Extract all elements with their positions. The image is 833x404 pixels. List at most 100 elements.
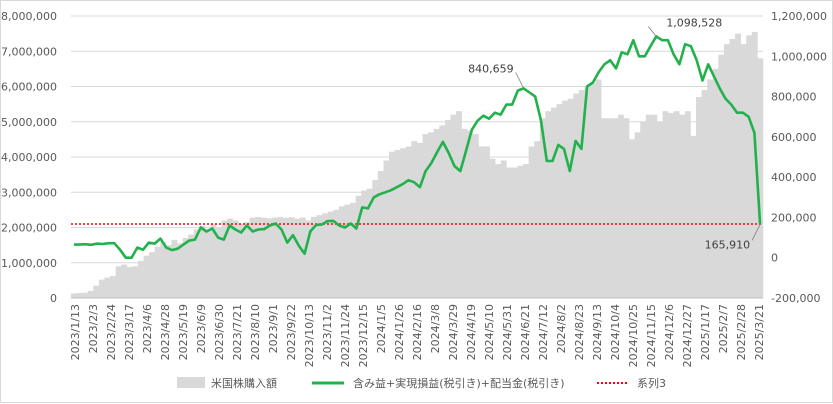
y-axis-left: 0 1,000,000 2,000,000 3,000,000 4,000,000 5,0… bbox=[1, 10, 57, 305]
x-tick-label: 2024/10/4 bbox=[609, 304, 622, 360]
bar bbox=[98, 279, 105, 298]
bar bbox=[372, 179, 379, 298]
bar bbox=[740, 44, 747, 299]
bar bbox=[199, 225, 206, 298]
x-tick-label: 2024/5/10 bbox=[483, 304, 496, 360]
y-left-tick-label: 3,000,000 bbox=[1, 186, 57, 199]
y-right-tick-label: 200,000 bbox=[771, 211, 817, 224]
bar bbox=[534, 141, 541, 298]
bar bbox=[690, 135, 697, 298]
bar bbox=[271, 217, 278, 298]
bar bbox=[712, 68, 719, 298]
y-right-tick-label: -200,000 bbox=[771, 292, 820, 305]
y-right-tick-label: 0 bbox=[771, 252, 778, 265]
bar bbox=[456, 111, 462, 298]
bar bbox=[177, 243, 183, 298]
bar bbox=[601, 118, 608, 298]
x-tick-label: 2023/11/24 bbox=[339, 304, 352, 367]
x-axis: 2023/1/13 2023/2/3 2023/2/24 2023/3/17 2023/… bbox=[69, 297, 766, 367]
bar bbox=[595, 79, 602, 298]
bar bbox=[288, 217, 295, 298]
bar bbox=[422, 134, 429, 298]
series-line bbox=[73, 35, 762, 259]
x-tick-label: 2024/9/13 bbox=[591, 304, 604, 360]
x-tick-label: 2023/1/13 bbox=[69, 304, 82, 360]
x-tick-label: 2023/2/24 bbox=[105, 304, 118, 360]
bar bbox=[623, 118, 630, 298]
x-tick-label: 2023/4/28 bbox=[159, 304, 172, 360]
x-tick-label: 2023/11/2 bbox=[321, 304, 334, 360]
bar bbox=[299, 217, 306, 298]
bar bbox=[567, 98, 574, 299]
x-tick-label: 2024/6/21 bbox=[519, 304, 532, 360]
y-left-tick-label: 1,000,000 bbox=[1, 257, 57, 270]
legend-label-profit: 含み益+実現損益(税引き)+配当金(税引き) bbox=[353, 376, 565, 390]
bar bbox=[467, 130, 474, 298]
x-tick-label: 2023/9/1 bbox=[267, 304, 280, 353]
annotation-leader bbox=[751, 224, 761, 241]
bar bbox=[266, 218, 273, 298]
y-left-tick-label: 5,000,000 bbox=[1, 116, 57, 129]
x-tick-label: 2024/1/26 bbox=[393, 304, 406, 360]
bar bbox=[495, 164, 502, 298]
bar bbox=[277, 216, 284, 298]
bar bbox=[461, 128, 468, 298]
x-tick-label: 2024/1/5 bbox=[375, 304, 388, 353]
bar bbox=[110, 276, 116, 298]
bar bbox=[578, 90, 585, 299]
bar bbox=[696, 97, 702, 298]
x-tick-label: 2025/1/17 bbox=[699, 304, 712, 360]
bar bbox=[227, 218, 234, 298]
bar bbox=[662, 111, 669, 298]
bar bbox=[87, 290, 94, 298]
bar bbox=[679, 114, 686, 298]
bar bbox=[757, 58, 764, 298]
bar bbox=[405, 146, 412, 298]
line-series-profit bbox=[73, 35, 762, 259]
x-tick-label: 2023/4/6 bbox=[141, 304, 154, 353]
bar bbox=[528, 146, 535, 298]
bar bbox=[545, 111, 552, 298]
x-tick-label: 2024/10/25 bbox=[627, 304, 640, 367]
annotation-leader bbox=[515, 72, 525, 89]
bar bbox=[450, 114, 457, 298]
bar bbox=[71, 293, 77, 298]
bar bbox=[361, 190, 368, 298]
x-tick-label: 2024/7/12 bbox=[537, 304, 550, 360]
x-tick-label: 2025/2/28 bbox=[735, 304, 748, 360]
x-tick-label: 2025/3/21 bbox=[753, 304, 766, 360]
x-tick-label: 2023/10/13 bbox=[303, 304, 316, 367]
bar bbox=[160, 241, 167, 298]
bar bbox=[400, 148, 407, 298]
bar bbox=[606, 118, 613, 298]
bar bbox=[735, 33, 741, 298]
bar bbox=[701, 90, 708, 299]
bar bbox=[751, 31, 758, 299]
bar bbox=[377, 171, 384, 298]
y-right-tick-label: 1,000,000 bbox=[771, 50, 827, 63]
bar bbox=[76, 293, 83, 298]
y-left-tick-label: 6,000,000 bbox=[1, 81, 57, 94]
bar bbox=[707, 79, 714, 298]
x-tick-label: 2024/4/19 bbox=[465, 304, 478, 360]
data-label: 165,910 bbox=[705, 238, 751, 251]
x-tick-label: 2023/2/3 bbox=[87, 304, 100, 353]
bar bbox=[204, 229, 211, 298]
bar bbox=[617, 114, 624, 298]
bar bbox=[355, 195, 362, 298]
bar bbox=[723, 44, 730, 299]
legend-label-series3: 系列3 bbox=[637, 376, 666, 390]
bar bbox=[244, 222, 250, 298]
bar bbox=[216, 227, 222, 298]
y-left-tick-label: 0 bbox=[50, 292, 57, 305]
bar bbox=[104, 277, 111, 298]
bar bbox=[82, 292, 89, 298]
bar bbox=[322, 213, 329, 298]
y-right-tick-label: 800,000 bbox=[771, 91, 817, 104]
y-left-tick-label: 8,000,000 bbox=[1, 10, 57, 23]
bar bbox=[294, 218, 301, 298]
bar bbox=[444, 119, 451, 298]
bar bbox=[344, 204, 351, 298]
